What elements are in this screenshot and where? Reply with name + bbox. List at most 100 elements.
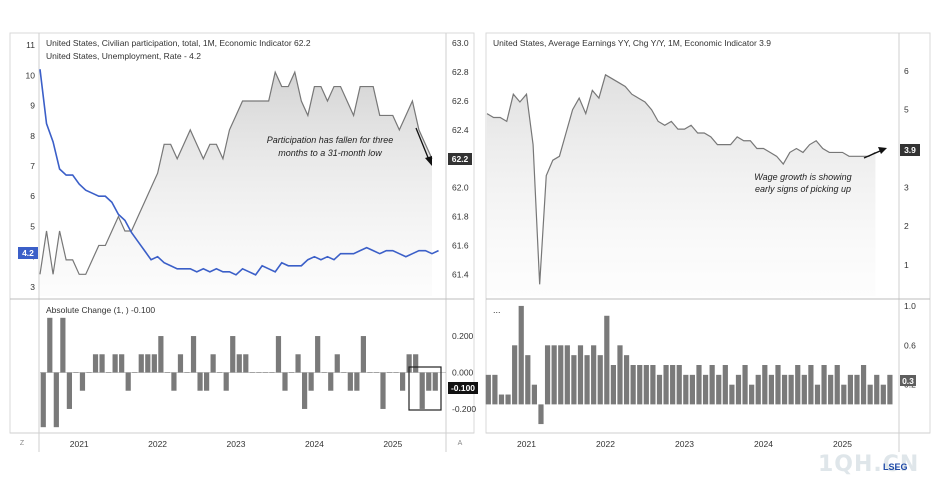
change-bar [230, 336, 236, 373]
earnings-change-bar [610, 365, 616, 405]
earnings-change-bar [716, 374, 722, 405]
badge-change: -0.100 [448, 382, 478, 394]
change-bar [295, 354, 301, 373]
earnings-change-bar [630, 365, 636, 405]
legend-participation: United States, Civilian participation, t… [46, 38, 311, 48]
earnings-change-bar [525, 355, 531, 405]
left-axis-glyph[interactable]: Z [20, 440, 25, 447]
x-tick-right-2023: 2023 [675, 439, 694, 449]
unemployment-line [39, 69, 439, 276]
change-bar [217, 372, 223, 373]
watermark: 1QH.CN [818, 452, 920, 477]
earnings-change-bar [814, 384, 821, 405]
change-bar [73, 372, 79, 373]
earnings-change-bar [834, 365, 840, 405]
change-bar [223, 372, 229, 391]
change-bar [66, 372, 72, 409]
y-tick-earnings: 2 [904, 221, 909, 231]
earnings-change-bar [828, 374, 834, 405]
change-bar [302, 372, 308, 409]
earnings-change-bar [795, 365, 801, 405]
badge-earnings: 3.9 [900, 144, 920, 156]
change-bar [400, 372, 406, 391]
participation-area [40, 72, 432, 296]
change-bar [360, 336, 366, 373]
change-bar [145, 354, 151, 373]
x-tick-left-2023: 2023 [227, 439, 246, 449]
change-bar [426, 372, 432, 391]
y-tick-unemployment: 10 [26, 70, 36, 80]
change-bar [204, 372, 210, 391]
change-bar [380, 372, 386, 409]
change-bar [184, 372, 190, 373]
earnings-line [486, 73, 876, 285]
change-bar [125, 372, 131, 391]
earnings-change-bar [755, 374, 761, 405]
badge-earnings-change: 0.3 [900, 375, 916, 386]
svg-text:4.2: 4.2 [22, 248, 34, 258]
right-axis-glyph[interactable]: A [458, 440, 463, 447]
earnings-change-bar [775, 365, 781, 405]
earnings-change-bar [867, 384, 873, 405]
change-bar [249, 372, 255, 373]
change-bar [99, 354, 105, 373]
earnings-change-bar [749, 384, 755, 405]
earnings-change-bar [788, 374, 794, 405]
change-bar [406, 354, 412, 373]
change-bar [151, 354, 157, 373]
earnings-change-bar [485, 374, 491, 405]
x-tick-left-2024: 2024 [305, 439, 324, 449]
change-bar [413, 354, 419, 373]
change-bar [138, 354, 144, 373]
earnings-change-bar [492, 374, 498, 405]
x-tick-left-2022: 2022 [148, 439, 167, 449]
change-bar [236, 354, 242, 373]
earnings-change-bar [742, 365, 748, 405]
earnings-change-bar [623, 355, 630, 405]
change-bar [112, 354, 118, 373]
earnings-change-bar [531, 384, 537, 405]
x-tick-right-2025: 2025 [833, 439, 852, 449]
y-tick-earnings: 6 [904, 66, 909, 76]
change-bar [171, 372, 177, 391]
change-bar [373, 372, 380, 373]
annotation-arrowhead-earnings [878, 147, 887, 154]
earnings-change-bar [841, 384, 847, 405]
change-bar [79, 372, 86, 391]
change-bar [288, 372, 295, 373]
legend-earnings: United States, Average Earnings YY, Chg … [493, 38, 771, 48]
earnings-change-bar [544, 345, 551, 405]
y-tick-earnings: 1 [904, 260, 909, 270]
y-tick-change: 0.200 [452, 331, 474, 341]
y-tick-participation: 62.4 [452, 125, 469, 135]
change-bar [321, 372, 327, 373]
change-bar [269, 372, 275, 373]
earnings-change-bar [696, 365, 702, 405]
change-bar [86, 372, 92, 373]
earnings-change-bar [577, 345, 584, 405]
earnings-change-bar [702, 374, 709, 405]
change-bar [386, 372, 393, 373]
change-bar [354, 372, 360, 391]
svg-text:-0.100: -0.100 [451, 383, 475, 393]
y-tick-participation: 62.0 [452, 183, 469, 193]
change-bar [334, 354, 340, 373]
x-tick-left-2025: 2025 [383, 439, 402, 449]
change-bar [119, 354, 125, 373]
annotation-participation: Participation has fallen for three months… [267, 135, 394, 158]
earnings-change-bar [650, 365, 656, 405]
y-tick-change: 0.000 [452, 368, 474, 378]
change-bar [92, 354, 99, 373]
earnings-change-bar [518, 305, 524, 405]
change-bar [275, 336, 282, 373]
earnings-change-bar [551, 345, 557, 405]
earnings-change-bar [683, 374, 689, 405]
svg-text:62.2: 62.2 [452, 154, 469, 164]
y-tick-participation: 62.6 [452, 96, 469, 106]
earnings-change-bar [676, 365, 682, 405]
y-tick-unemployment: 9 [30, 101, 35, 111]
x-tick-right-2021: 2021 [517, 439, 536, 449]
y-tick-unemployment: 5 [30, 221, 35, 231]
change-bar [328, 372, 334, 391]
